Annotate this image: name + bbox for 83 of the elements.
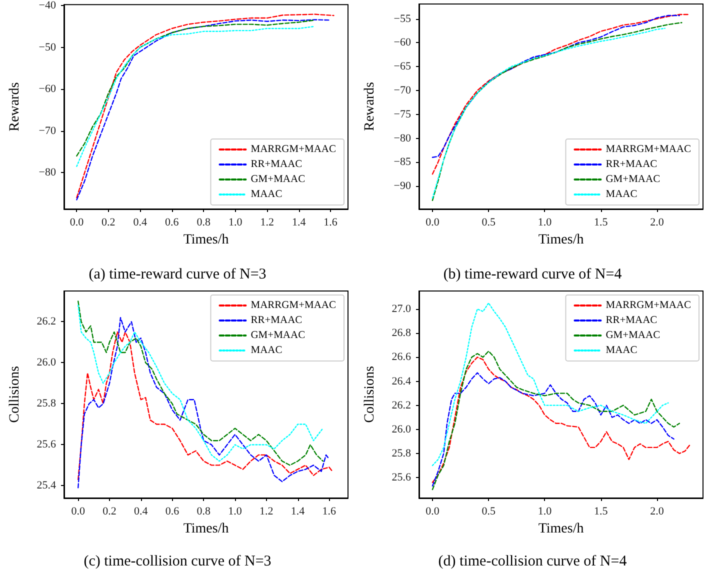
legend-label: MARRGM+MAAC (606, 144, 692, 155)
y-tick-label: 26.0 (36, 356, 56, 369)
x-tick-label: 0.0 (426, 216, 440, 228)
legend-label: MAAC (250, 189, 282, 200)
y-tick-label: 26.6 (392, 351, 412, 364)
y-tick-label: −70 (394, 84, 412, 96)
text: (d) time-collision curve of N=4 (438, 554, 628, 570)
legend-label: MARRGM+MAAC (606, 300, 692, 311)
x-tick-label: 1.5 (594, 216, 608, 228)
y-tick-label: 26.2 (392, 399, 411, 412)
x-axis-title: Times/h (183, 232, 229, 248)
x-tick-label: 0.2 (102, 216, 116, 228)
x-tick-label: 2.0 (650, 216, 664, 228)
y-tick-label: 25.8 (392, 447, 412, 460)
x-tick-label: 1.6 (324, 216, 338, 228)
legend-label: MARRGM+MAAC (250, 300, 336, 311)
y-tick-label: −70 (38, 124, 56, 137)
x-tick-label: 1.0 (228, 216, 243, 228)
y-axis-title: Collisions (362, 366, 378, 423)
y-axis-title: Rewards (8, 82, 22, 132)
legend-label: GM+MAAC (606, 174, 660, 185)
y-axis-title: Rewards (362, 82, 378, 131)
y-tick-label: −90 (394, 180, 412, 192)
legend-label: RR+MAAC (606, 315, 658, 326)
x-tick-label: 1.6 (322, 506, 337, 518)
y-tick-label: 26.4 (392, 375, 412, 388)
legend-label: MARRGM+MAAC (250, 144, 336, 155)
x-tick-label: 0.4 (133, 216, 148, 228)
x-tick-label: 0.0 (70, 216, 84, 228)
x-tick-label: 0.0 (71, 506, 86, 518)
y-tick-label: −80 (38, 166, 56, 179)
y-tick-label: 26.0 (392, 423, 412, 436)
x-tick-label: 1.4 (292, 216, 306, 228)
x-tick-label: 0.4 (134, 506, 148, 518)
legend-label: GM+MAAC (250, 330, 306, 341)
y-tick-label: −55 (394, 12, 412, 25)
y-tick-label: −75 (394, 108, 412, 120)
x-tick-label: 0.5 (482, 506, 496, 518)
legend-label: GM+MAAC (606, 330, 660, 341)
x-tick-label: 1.0 (538, 216, 552, 228)
y-tick-label: 26.8 (392, 327, 412, 340)
y-tick-label: 25.6 (36, 438, 56, 451)
x-axis-title: Times/h (538, 521, 584, 536)
x-tick-label: 0.0 (426, 506, 440, 518)
x-tick-label: 2.0 (650, 506, 664, 518)
legend-label: RR+MAAC (606, 159, 658, 170)
y-tick-label: −60 (394, 36, 412, 49)
x-tick-label: 0.5 (482, 216, 496, 228)
y-tick-label: −40 (38, 0, 56, 12)
x-tick-label: 1.2 (260, 506, 274, 518)
legend-label: MAAC (606, 189, 638, 200)
y-tick-label: −60 (38, 83, 56, 96)
legend-label: MAAC (250, 345, 282, 356)
x-axis-title: Times/h (183, 521, 229, 536)
y-axis-title: Collisions (8, 366, 22, 423)
x-tick-label: 1.0 (538, 506, 552, 518)
x-tick-label: 0.6 (165, 506, 180, 518)
x-tick-label: 0.8 (196, 506, 212, 518)
y-tick-label: 27.0 (392, 303, 412, 316)
y-tick-label: 25.4 (36, 480, 56, 492)
legend-label: RR+MAAC (250, 159, 302, 170)
y-tick-label: −65 (394, 60, 412, 73)
y-tick-label: 25.8 (36, 398, 56, 410)
legend-label: RR+MAAC (250, 315, 302, 326)
legend-label: GM+MAAC (250, 174, 306, 185)
y-tick-label: −80 (394, 132, 412, 144)
y-tick-label: 26.2 (36, 316, 56, 328)
x-tick-label: 1.0 (228, 506, 242, 518)
text: (a) time-reward curve of N=3 (88, 266, 266, 282)
x-tick-label: 1.4 (290, 506, 306, 518)
line-series (432, 372, 674, 487)
x-tick-label: 0.6 (165, 216, 180, 228)
legend-label: MAAC (606, 345, 638, 356)
text: (b) time-reward curve of N=4 (443, 266, 622, 282)
x-tick-label: 0.2 (102, 506, 116, 518)
x-tick-label: 1.5 (594, 506, 608, 518)
x-tick-label: 1.2 (260, 216, 274, 228)
y-tick-label: −85 (394, 156, 412, 168)
x-axis-title: Times/h (538, 232, 584, 248)
y-tick-label: −50 (38, 41, 56, 54)
y-tick-label: 25.6 (392, 472, 412, 484)
x-tick-label: 0.8 (196, 216, 211, 228)
text: (c) time-collision curve of N=3 (84, 554, 272, 570)
